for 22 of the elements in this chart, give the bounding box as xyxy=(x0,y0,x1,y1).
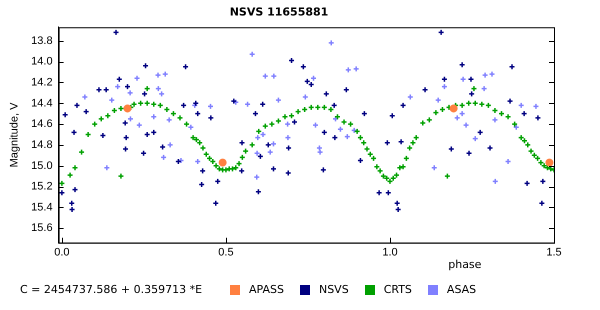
x-tick-label: 0.0 xyxy=(54,246,70,258)
y-tick-label: 14.0 xyxy=(31,56,53,68)
legend-label: CRTS xyxy=(384,283,412,296)
text: C = 2454737.586 + 0.359713 *E xyxy=(20,283,202,296)
y-tick-label: 15.2 xyxy=(31,180,53,193)
y-tick-label: 14.2 xyxy=(31,76,53,88)
y-axis-title: Magnitude, V xyxy=(8,102,21,168)
x-tick-label: 1.5 xyxy=(546,246,562,258)
x-axis-title: phase xyxy=(448,258,482,272)
y-tick-label: 14.8 xyxy=(31,138,53,151)
legend-label: APASS xyxy=(249,283,284,296)
y-tick-label: 14.4 xyxy=(31,97,53,110)
y-tick-label: 14.6 xyxy=(31,118,53,130)
y-tick-label: 13.8 xyxy=(31,34,53,47)
legend-label: ASAS xyxy=(446,283,476,296)
chart-title: NSVS 11655881 xyxy=(230,5,328,18)
legend-label: NSVS xyxy=(318,283,349,296)
x-tick-label: 1.0 xyxy=(382,246,398,258)
y-tick-label: 15.4 xyxy=(31,201,53,214)
x-tick-label: 0.5 xyxy=(218,246,234,258)
y-tick-label: 15.6 xyxy=(31,222,53,234)
y-tick-label: 15.0 xyxy=(31,160,53,172)
